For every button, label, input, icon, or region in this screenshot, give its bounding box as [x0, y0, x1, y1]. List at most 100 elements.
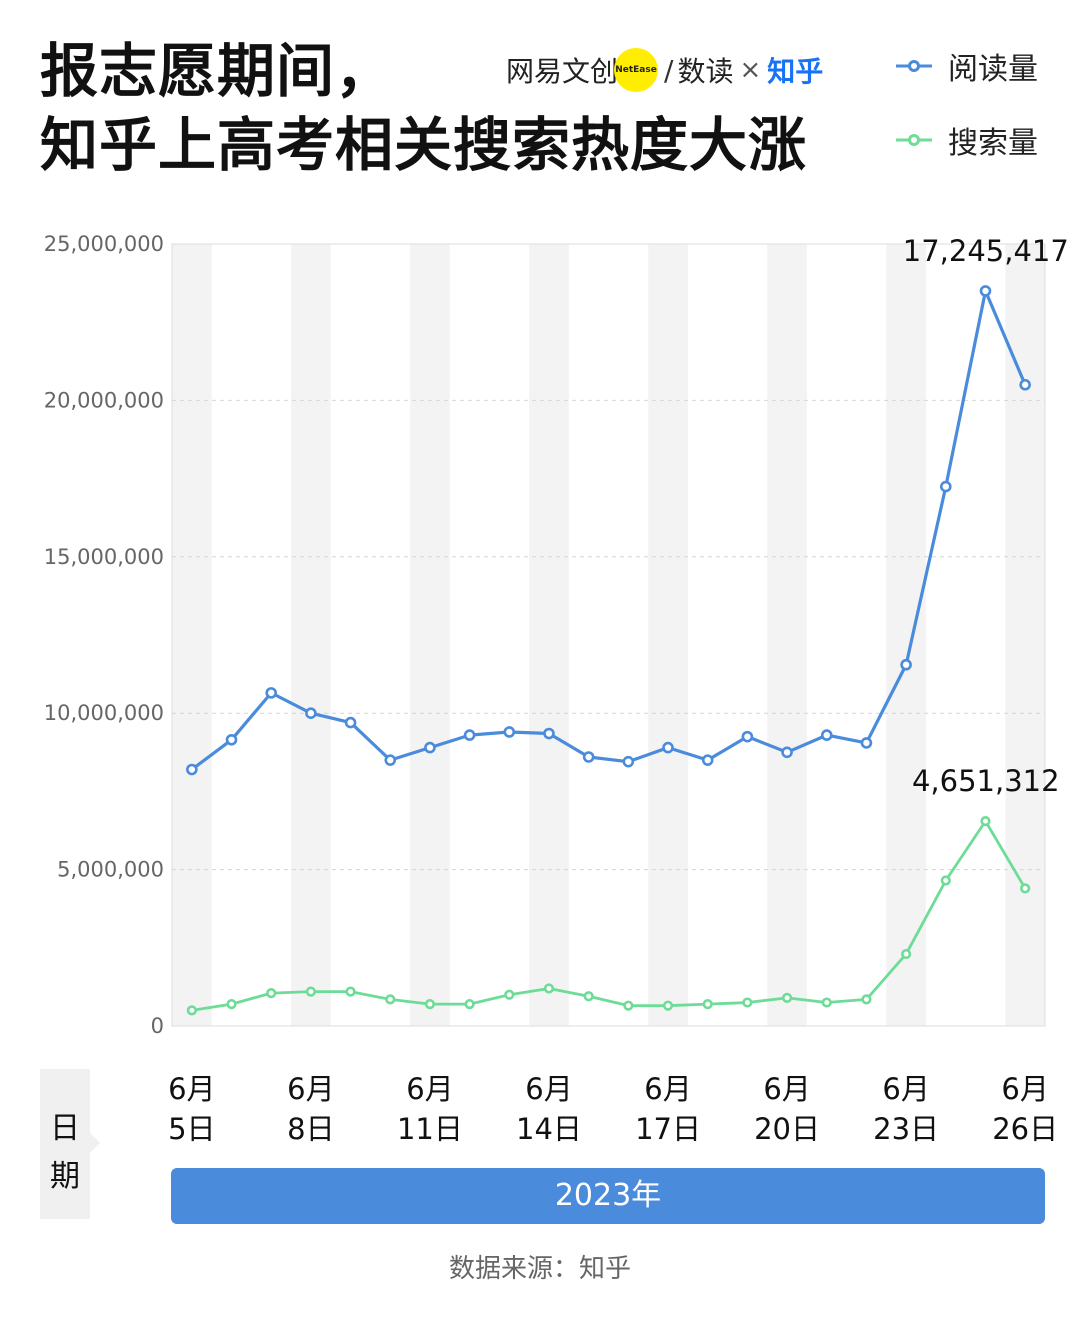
x-tick-day-1: 8日	[287, 1112, 334, 1146]
peak-label-0: 17,245,417	[903, 234, 1069, 268]
netease-brand: 网易文创	[506, 55, 619, 88]
point-s0-18	[900, 658, 912, 671]
band-18	[886, 244, 926, 1026]
point-s0-0	[186, 763, 198, 776]
point-s1-11	[623, 1000, 634, 1011]
band-15	[767, 244, 807, 1026]
point-s0-21	[1019, 378, 1031, 391]
point-s1-12	[662, 1000, 674, 1011]
point-s1-17	[861, 994, 872, 1005]
chart-title-line2: 知乎上高考相关搜索热度大涨	[40, 111, 808, 179]
point-s1-15	[781, 992, 793, 1003]
shudu-brand: 数读	[677, 55, 734, 88]
zhihu-brand: 知乎	[767, 55, 824, 88]
x-tick-month-1: 6月	[287, 1072, 334, 1106]
point-s1-14	[742, 997, 753, 1008]
brand-slash: /	[664, 53, 674, 87]
point-s0-15	[781, 746, 793, 759]
point-s1-0	[186, 1005, 197, 1016]
legend-label-searches: 搜索量	[948, 126, 1038, 161]
brand-logos: 网易文创 NetEase / 数读 × 知乎	[506, 46, 823, 94]
chart-title: 报志愿期间， 知乎上高考相关搜索热度大涨	[40, 34, 807, 182]
point-s0-11	[622, 755, 635, 768]
x-tick-month-2: 6月	[406, 1072, 453, 1106]
x-axis-title: 日期	[50, 1111, 80, 1194]
legend: 阅读量 搜索量	[896, 42, 1038, 190]
legend-swatch-searches	[896, 134, 932, 146]
point-s0-5	[384, 754, 397, 766]
point-s0-3	[305, 707, 317, 720]
plot-frame	[171, 243, 1046, 1027]
legend-label-reads: 阅读量	[948, 52, 1038, 87]
point-s0-2	[265, 687, 278, 699]
point-s1-21	[1020, 883, 1031, 894]
point-s0-10	[582, 751, 595, 763]
point-s0-9	[543, 727, 555, 740]
x-tick-day-6: 23日	[873, 1112, 939, 1146]
point-s0-1	[225, 733, 238, 746]
x-tick-month-4: 6月	[644, 1072, 691, 1106]
x-tick-day-2: 11日	[397, 1112, 463, 1146]
point-s1-6	[424, 999, 436, 1010]
x-tick-day-3: 14日	[516, 1112, 582, 1146]
point-s1-8	[504, 989, 515, 1000]
point-s1-5	[385, 994, 396, 1005]
point-s0-16	[820, 729, 833, 741]
point-s1-7	[464, 999, 475, 1010]
year-bar: 2023年	[171, 1168, 1045, 1224]
netease-dot-icon: NetEase	[614, 48, 659, 92]
peak-label-1: 4,651,312	[912, 764, 1060, 798]
y-tick-label-1: 5,000,000	[57, 858, 164, 882]
series-line-0	[190, 289, 1027, 771]
point-s1-20	[980, 816, 991, 827]
band-9	[529, 244, 569, 1026]
point-s1-4	[345, 986, 356, 997]
band-3	[291, 244, 331, 1026]
point-s0-19	[939, 480, 952, 493]
point-s1-19	[940, 875, 951, 886]
point-s1-13	[702, 999, 713, 1010]
x-axis-title-box: 日期	[40, 1069, 100, 1219]
legend-swatch-reads	[896, 60, 932, 72]
point-s1-9	[543, 983, 555, 994]
x-tick-month-6: 6月	[882, 1072, 929, 1106]
point-s1-16	[821, 997, 832, 1008]
band-6	[410, 244, 450, 1026]
point-s1-2	[266, 988, 277, 999]
line-chart: 0 5,000,000 10,000,000 15,000,000 20,000,000…	[44, 232, 1069, 1146]
y-tick-label-2: 10,000,000	[44, 701, 164, 725]
point-s0-4	[344, 716, 357, 729]
y-tick-label-4: 20,000,000	[44, 388, 164, 412]
point-s1-18	[901, 948, 912, 960]
source-note: 数据来源：知乎	[448, 1254, 631, 1284]
band-12	[648, 244, 688, 1026]
brand-times: ×	[739, 55, 762, 85]
y-tick-label-5: 25,000,000	[44, 232, 164, 256]
x-tick-month-0: 6月	[168, 1072, 215, 1106]
point-s0-6	[424, 741, 436, 754]
point-s1-1	[226, 999, 237, 1010]
x-tick-day-0: 5日	[168, 1112, 215, 1146]
band-21	[1005, 244, 1045, 1026]
x-tick-month-5: 6月	[763, 1072, 810, 1106]
y-tick-label-0: 0	[151, 1014, 164, 1038]
series-line-1	[191, 819, 1027, 1012]
point-s0-20	[979, 285, 992, 297]
x-tick-day-5: 20日	[754, 1112, 820, 1146]
point-s0-17	[860, 737, 873, 749]
point-s0-14	[741, 730, 754, 743]
legend-item-reads: 阅读量	[896, 42, 1038, 90]
x-tick-month-7: 6月	[1001, 1072, 1048, 1106]
x-tick-month-3: 6月	[525, 1072, 572, 1106]
y-tick-label-3: 15,000,000	[44, 545, 164, 569]
point-s1-10	[583, 991, 594, 1002]
legend-item-searches: 搜索量	[896, 116, 1038, 164]
point-s0-12	[662, 741, 674, 754]
netease-dot-text: NetEase	[615, 65, 657, 75]
point-s0-13	[701, 754, 714, 766]
chart-title-line1: 报志愿期间，	[40, 37, 395, 105]
x-tick-day-7: 26日	[992, 1112, 1058, 1146]
band-0	[172, 244, 212, 1026]
point-s0-7	[463, 729, 476, 741]
point-s1-3	[305, 986, 316, 997]
